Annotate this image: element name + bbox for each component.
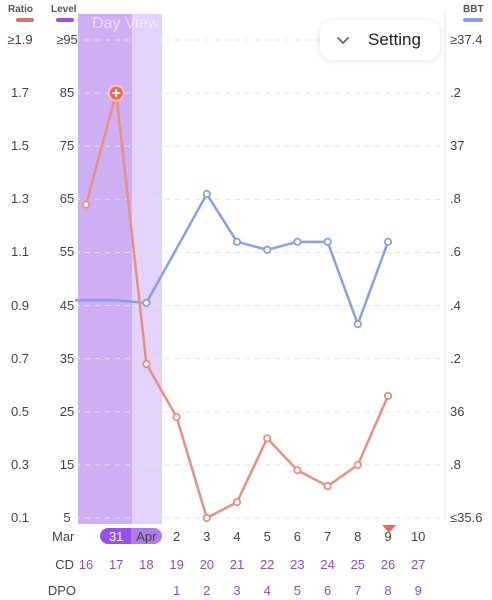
bbt-tick-label: .2: [450, 350, 461, 366]
level-tick-label: 5: [63, 510, 71, 525]
level-tick-label: 35: [59, 350, 75, 366]
x-axis-label: 7: [323, 529, 332, 544]
x-axis-label: 9: [384, 529, 392, 544]
today-marker-icon[interactable]: [382, 520, 396, 538]
ratio-legend-swatch: [16, 18, 34, 22]
day-view-label: Day View: [92, 15, 160, 32]
bbt-tick-label: .8: [450, 191, 461, 207]
ratio-tick-label: 1.3: [10, 191, 30, 207]
ratio-tick-label: 0.7: [10, 350, 30, 366]
bbt-tick-label: .8: [450, 456, 461, 472]
dpo-value: 8: [384, 583, 392, 598]
bbt-point: [353, 320, 362, 329]
ratio-tick-label: 0.5: [10, 403, 30, 419]
dpo-row-label: DPO: [47, 583, 76, 598]
level-point: [383, 391, 393, 400]
cd-row-label: CD: [55, 557, 74, 572]
level-tick-label: 25: [59, 403, 75, 419]
x-axis-label: 6: [293, 529, 301, 544]
dpo-value: 7: [354, 583, 362, 598]
dpo-value: 5: [293, 583, 301, 598]
bbt-legend-swatch: [463, 18, 483, 22]
ratio-tick-label: ≥1.9: [7, 32, 33, 47]
ratio-tick-label: 0.1: [10, 510, 30, 525]
ratio-tick-label: 0.9: [10, 297, 30, 313]
cd-value: 21: [229, 557, 245, 572]
ratio-tick-label: 0.3: [10, 456, 30, 472]
level-tick-label: 85: [59, 85, 75, 101]
level-point: [202, 513, 211, 523]
ratio-tick-label: 1.1: [10, 244, 30, 260]
setting-label: Setting: [368, 30, 421, 49]
level-point: [353, 460, 362, 469]
cd-value: 20: [199, 557, 215, 572]
chevron-down-icon: [334, 32, 352, 48]
level-point: [232, 497, 242, 507]
x-axis-label: Apr: [136, 529, 157, 544]
bbt-tick-label: 36: [450, 403, 465, 419]
bbt-tick-label: .6: [450, 244, 461, 260]
x-axis-label: 5: [263, 529, 271, 544]
dpo-value: 1: [172, 583, 181, 598]
dpo-value: 6: [323, 583, 332, 598]
level-point: [172, 412, 181, 422]
level-tick-label: 65: [59, 191, 75, 207]
level-tick-label: ≥95: [56, 32, 78, 47]
level-point: [81, 200, 91, 209]
x-axis-label: 3: [203, 529, 211, 544]
dpo-value: 9: [414, 583, 422, 598]
cd-value: 23: [290, 557, 305, 572]
level-legend-label: Level: [51, 4, 77, 15]
bbt-point: [202, 189, 211, 199]
bbt-tick-label: ≥37.4: [450, 32, 483, 47]
level-tick-label: 45: [59, 297, 75, 313]
bbt-point: [383, 237, 393, 246]
ratio-legend-label: Ratio: [8, 4, 33, 15]
cd-value: 22: [259, 557, 275, 572]
x-axis-label: 31: [108, 529, 124, 544]
bbt-point: [232, 237, 242, 246]
cd-value: 24: [320, 557, 335, 572]
ratio-tick-label: 1.7: [10, 85, 30, 101]
level-tick-label: 55: [59, 244, 75, 260]
bbt-point: [263, 245, 272, 254]
period-band-dark: [78, 14, 132, 524]
ratio-tick-label: 1.5: [10, 138, 30, 154]
level-point: [263, 434, 272, 443]
cd-value: 26: [380, 557, 396, 572]
cd-value: 19: [169, 557, 184, 572]
level-tick-label: 15: [59, 456, 75, 472]
bbt-point: [293, 237, 302, 246]
bbt-legend-label: BBT: [463, 4, 484, 15]
bbt-point: [142, 298, 151, 307]
cd-value: 18: [139, 557, 154, 572]
x-axis-label: 4: [233, 529, 241, 544]
bbt-tick-label: .4: [450, 297, 461, 313]
bbt-tick-label: ≤35.6: [450, 510, 483, 525]
level-point: [323, 482, 332, 491]
bbt-tick-label: .2: [450, 85, 461, 101]
bbt-tick-label: 37: [450, 138, 465, 154]
dpo-value: 2: [203, 583, 211, 598]
cd-value: 17: [108, 557, 124, 572]
plus-icon: [112, 89, 121, 98]
level-legend-swatch: [56, 18, 74, 22]
dpo-value: 4: [263, 583, 271, 598]
setting-button[interactable]: Setting: [320, 20, 440, 60]
cd-value: 25: [350, 557, 366, 572]
x-axis-label: Mar: [52, 529, 75, 544]
level-point: [293, 466, 302, 475]
x-axis-label: 8: [354, 529, 362, 544]
period-highlight-pill: [100, 528, 162, 544]
x-axis-label: 10: [410, 529, 426, 544]
bbt-point: [323, 237, 332, 246]
x-axis-label: 30: [78, 529, 94, 544]
dpo-value: 3: [233, 583, 241, 598]
cd-value: 27: [410, 557, 426, 572]
cd-value: 16: [78, 557, 94, 572]
level-point: [142, 359, 151, 369]
level-tick-label: 75: [59, 138, 75, 154]
x-axis-label: 2: [172, 529, 181, 544]
